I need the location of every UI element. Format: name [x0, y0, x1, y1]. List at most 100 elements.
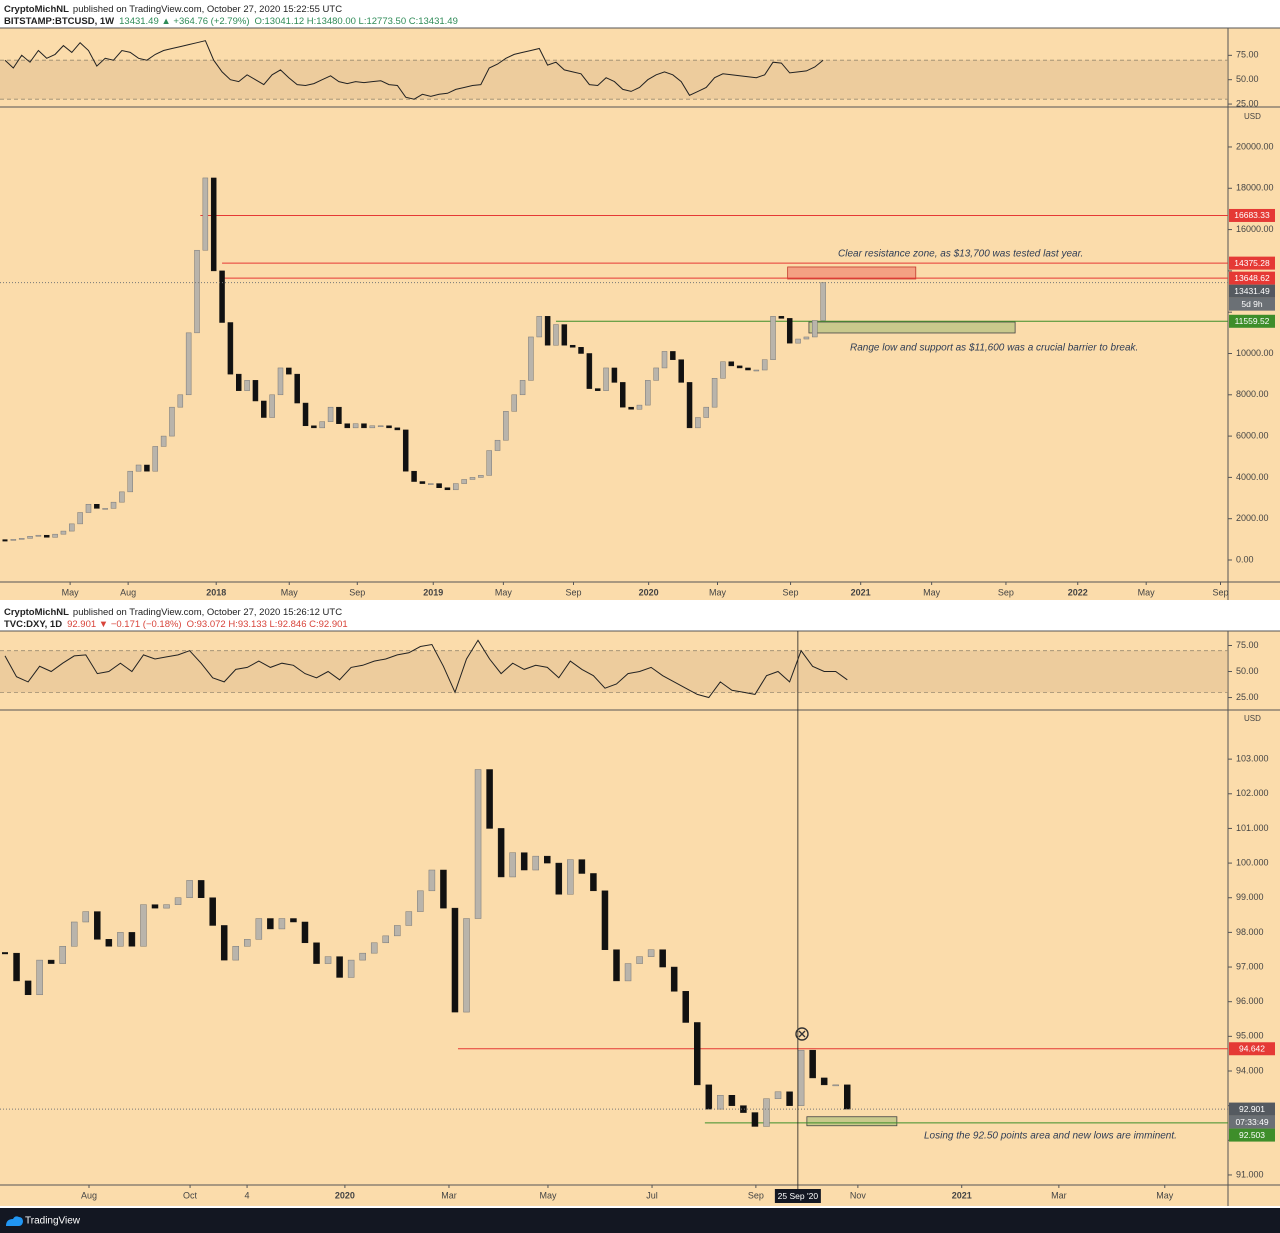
quote: 13431.49 ▲ +364.76 (+2.79%) — [119, 16, 249, 27]
candle — [728, 361, 735, 367]
candle — [686, 382, 693, 429]
level-price-tag-box — [1229, 1042, 1275, 1056]
marker-cross — [798, 1030, 806, 1038]
x-tick-label: 2021 — [952, 1190, 972, 1200]
rsi-tick-label: 75.00 — [1236, 50, 1259, 60]
y-tick-label: 8000.00 — [1236, 389, 1269, 399]
candle — [327, 406, 334, 422]
candle — [603, 367, 609, 391]
candle — [659, 949, 666, 968]
candle — [451, 907, 459, 1013]
candle — [227, 322, 234, 375]
candle — [128, 932, 136, 947]
last-price-tag: 92.901 — [1239, 1104, 1265, 1114]
zone — [808, 321, 1016, 334]
candle — [740, 1105, 747, 1113]
candle — [832, 1084, 839, 1087]
candle — [52, 533, 58, 538]
rsi-tick-label: 75.00 — [1236, 640, 1259, 650]
candle — [647, 949, 655, 957]
candle — [786, 1091, 793, 1106]
y-tick-label: 0.00 — [1236, 554, 1254, 564]
candle — [278, 918, 286, 930]
candle — [209, 897, 216, 926]
candle — [519, 380, 526, 396]
crosshair-label-box — [774, 1189, 821, 1203]
candle — [140, 904, 147, 947]
candle — [2, 539, 8, 542]
footer-brand: TradingView — [25, 1216, 81, 1227]
author: CryptoMichNL — [4, 607, 69, 618]
y-tick-label: 97.000 — [1236, 961, 1264, 971]
crosshair-label: 25 Sep '20 — [778, 1191, 819, 1201]
x-tick-label: 2021 — [851, 587, 871, 597]
candle — [444, 487, 451, 491]
y-tick-label: 101.000 — [1236, 823, 1269, 833]
candle — [94, 911, 101, 940]
x-tick-label: Mar — [441, 1190, 457, 1200]
countdown-tag-box — [1229, 1115, 1275, 1129]
x-tick-label: Sep — [565, 587, 581, 597]
candle — [728, 1095, 736, 1106]
candle — [555, 862, 563, 895]
x-tick-label: May — [1156, 1190, 1174, 1200]
candle — [453, 483, 459, 491]
charts: CryptoMichNL published on TradingView.com… — [0, 4, 1280, 1206]
candle — [786, 318, 793, 344]
candle — [152, 446, 159, 472]
candle — [70, 921, 78, 947]
candle — [478, 475, 484, 478]
candle — [536, 316, 543, 338]
candle — [703, 406, 709, 418]
candle — [795, 338, 801, 344]
candle — [736, 365, 743, 369]
candle — [18, 538, 25, 540]
candle — [469, 477, 476, 480]
candle — [110, 501, 117, 509]
y-tick-label: 18000.00 — [1236, 183, 1274, 193]
candle — [682, 991, 689, 1023]
candle — [528, 336, 534, 381]
rsi-band — [0, 60, 1228, 100]
candle — [277, 367, 284, 396]
level-price-tag-box — [1229, 256, 1275, 270]
y-tick-label: 10000.00 — [1236, 348, 1274, 358]
candle — [24, 980, 32, 996]
candle — [47, 959, 55, 964]
candle — [820, 282, 826, 321]
candle — [210, 177, 217, 272]
candle — [509, 852, 516, 878]
y-tick-label: 102.000 — [1236, 788, 1269, 798]
rsi-band — [0, 650, 1228, 693]
x-tick-label: 2020 — [335, 1190, 355, 1200]
candle — [194, 249, 200, 334]
candle — [347, 959, 355, 978]
candle — [486, 769, 493, 829]
candle — [361, 423, 367, 429]
candle — [319, 421, 325, 429]
candle — [636, 404, 643, 410]
candle — [461, 479, 467, 484]
pane-background — [0, 631, 1280, 1206]
x-tick-label: 4 — [245, 1190, 250, 1200]
countdown-tag-box — [1229, 297, 1275, 311]
ohlc: O:93.072 H:93.133 L:92.846 C:92.901 — [187, 619, 348, 630]
zone — [806, 1116, 898, 1127]
annotation: Range low and support as $11,600 was a c… — [850, 343, 1138, 354]
candle — [402, 429, 409, 472]
candle — [255, 918, 263, 940]
y-tick-label: 96.000 — [1236, 996, 1264, 1006]
pane-background — [0, 28, 1280, 600]
currency-label: USD — [1244, 714, 1261, 723]
candle — [127, 470, 133, 493]
candle — [27, 536, 33, 539]
candle — [601, 890, 609, 950]
candle — [812, 320, 818, 338]
x-tick-label: Sep — [998, 587, 1014, 597]
y-tick-label: 95.000 — [1236, 1031, 1264, 1041]
candle — [94, 503, 100, 509]
zone — [787, 266, 917, 280]
author: CryptoMichNL — [4, 4, 69, 15]
candle — [324, 956, 332, 964]
currency-label: USD — [1244, 112, 1261, 121]
